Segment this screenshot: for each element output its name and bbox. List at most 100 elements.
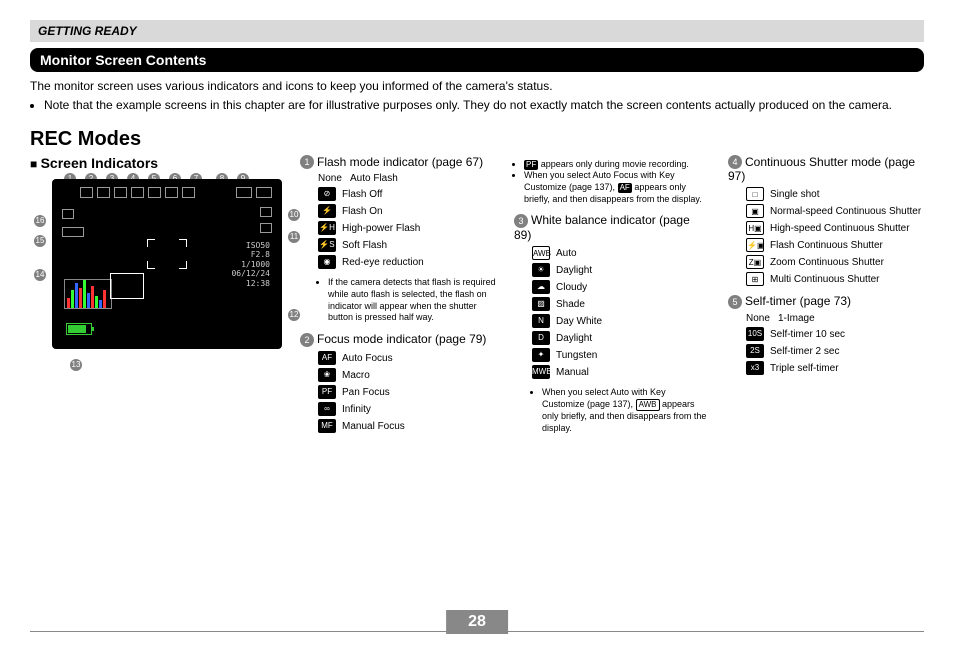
indicator-label: Soft Flash bbox=[342, 240, 387, 251]
indicator-icon: ▨ bbox=[532, 297, 550, 311]
list-item: 10SSelf-timer 10 sec bbox=[746, 327, 924, 341]
page-footer: 28 bbox=[30, 631, 924, 632]
list-item: Z▣Zoom Continuous Shutter bbox=[746, 255, 924, 269]
indicator-label: High-power Flash bbox=[342, 223, 420, 234]
indicator-label: Tungsten bbox=[556, 350, 597, 361]
indicator-icon: ✦ bbox=[532, 348, 550, 362]
indicator-icon: ⚡▣ bbox=[746, 238, 764, 252]
list-item: ☀ Daylight bbox=[532, 263, 710, 277]
column-4: 4Continuous Shutter mode (page 97) □Sing… bbox=[728, 155, 924, 443]
indicator-label: Multi Continuous Shutter bbox=[770, 274, 880, 285]
list-item: ☁ Cloudy bbox=[532, 280, 710, 294]
title-bar: Monitor Screen Contents bbox=[30, 48, 924, 72]
screen-time: 12:38 bbox=[231, 279, 270, 289]
indicator-label: Triple self-timer bbox=[770, 363, 839, 374]
list-item: H▣ High-speed Continuous Shutter bbox=[746, 221, 924, 235]
indicator-icon: H▣ bbox=[746, 221, 764, 235]
intro-line1: The monitor screen uses various indicato… bbox=[30, 78, 924, 95]
cont-list: □Single shot▣Normal-speed Continuous Shu… bbox=[746, 187, 924, 286]
flash-title-text: Flash mode indicator (page 67) bbox=[317, 155, 483, 169]
wb-title-text: White balance indicator (page 89) bbox=[514, 213, 690, 242]
column-2: 1Flash mode indicator (page 67) NoneAuto… bbox=[300, 155, 496, 443]
timer-title-text: Self-timer (page 73) bbox=[745, 294, 851, 308]
screen-aperture: F2.8 bbox=[231, 250, 270, 260]
callout-10: 10 bbox=[288, 209, 300, 221]
focus-num: 2 bbox=[300, 333, 314, 347]
page-number: 28 bbox=[446, 610, 508, 634]
left-icon-1 bbox=[62, 209, 74, 219]
indicator-label: Shade bbox=[556, 299, 585, 310]
indicator-icon: Z▣ bbox=[746, 255, 764, 269]
cont-num: 4 bbox=[728, 155, 742, 169]
list-item: ⊞ Multi Continuous Shutter bbox=[746, 272, 924, 286]
section-header: GETTING READY bbox=[30, 20, 924, 42]
indicator-icon: ☀ bbox=[532, 263, 550, 277]
wb-list: AWBAuto☀Daylight☁Cloudy▨ShadeNDay WhiteD… bbox=[532, 246, 710, 379]
list-item: ∞ Infinity bbox=[318, 402, 496, 416]
list-item: □Single shot bbox=[746, 187, 924, 201]
list-item: ❀Macro bbox=[318, 368, 496, 382]
list-item: None1-Image bbox=[746, 313, 924, 324]
list-item: AFAuto Focus bbox=[318, 351, 496, 365]
indicator-label: Single shot bbox=[770, 189, 819, 200]
battery-icon bbox=[66, 323, 92, 335]
indicator-icon: x3 bbox=[746, 361, 764, 375]
top-icons-row bbox=[80, 187, 195, 198]
list-item: PFPan Focus bbox=[318, 385, 496, 399]
callout-15: 15 bbox=[34, 235, 46, 247]
indicator-icon: ⊘ bbox=[318, 187, 336, 201]
indicator-icon: ◉ bbox=[318, 255, 336, 269]
timer-num: 5 bbox=[728, 295, 742, 309]
example-screen: ISO50 F2.8 1/1000 06/12/24 12:38 bbox=[52, 179, 282, 349]
indicator-label: Macro bbox=[342, 370, 370, 381]
wb-note: When you select Auto with Key Customize … bbox=[532, 387, 710, 434]
top-right-icons bbox=[236, 187, 272, 198]
indicator-icon: MWB bbox=[532, 365, 550, 379]
list-item: MWBManual bbox=[532, 365, 710, 379]
intro-bullet: Note that the example screens in this ch… bbox=[44, 97, 924, 114]
cont-title-text: Continuous Shutter mode (page 97) bbox=[728, 155, 915, 184]
indicator-label: Auto Focus bbox=[342, 353, 393, 364]
list-item: NoneAuto Flash bbox=[318, 173, 496, 184]
indicator-label: Self-timer 2 sec bbox=[770, 346, 839, 357]
indicator-icon: ☁ bbox=[532, 280, 550, 294]
flash-title: 1Flash mode indicator (page 67) bbox=[300, 155, 496, 170]
indicator-label: Auto Flash bbox=[350, 173, 398, 184]
screen-date: 06/12/24 bbox=[231, 269, 270, 279]
list-item: ▨ Shade bbox=[532, 297, 710, 311]
screen-shutter: 1/1000 bbox=[231, 260, 270, 270]
focus-title-text: Focus mode indicator (page 79) bbox=[317, 332, 486, 346]
indicator-label: Flash Continuous Shutter bbox=[770, 240, 883, 251]
indicator-label: Daylight bbox=[556, 265, 592, 276]
indicator-icon: PF bbox=[318, 385, 336, 399]
list-item: x3 Triple self-timer bbox=[746, 361, 924, 375]
indicator-label: Cloudy bbox=[556, 282, 587, 293]
list-item: 2SSelf-timer 2 sec bbox=[746, 344, 924, 358]
indicator-label: High-speed Continuous Shutter bbox=[770, 223, 910, 234]
indicator-icon: D bbox=[532, 331, 550, 345]
column-3: PF appears only during movie recording. … bbox=[514, 155, 710, 443]
indicator-label: Day White bbox=[556, 316, 602, 327]
histogram bbox=[64, 279, 112, 309]
wb-title: 3White balance indicator (page 89) bbox=[514, 213, 710, 242]
left-icon-2 bbox=[62, 227, 84, 237]
list-item: NDay White bbox=[532, 314, 710, 328]
list-item: ⚡Flash On bbox=[318, 204, 496, 218]
flash-num: 1 bbox=[300, 155, 314, 169]
list-item: ✦ Tungsten bbox=[532, 348, 710, 362]
wb-num: 3 bbox=[514, 214, 528, 228]
pf-notes: PF appears only during movie recording. … bbox=[514, 159, 710, 206]
focus-list: AFAuto Focus❀MacroPFPan Focus∞InfinityMF… bbox=[318, 351, 496, 433]
screen-indicators-heading: Screen Indicators bbox=[30, 155, 282, 171]
side-icon-1 bbox=[260, 207, 272, 217]
column-screen: Screen Indicators 1 2 3 4 5 6 7 8 9 10 1… bbox=[30, 155, 282, 443]
indicator-label: Infinity bbox=[342, 404, 371, 415]
indicator-label: Flash On bbox=[342, 206, 383, 217]
rec-modes-title: REC Modes bbox=[30, 128, 924, 151]
list-item: DDaylight bbox=[532, 331, 710, 345]
indicator-label: Auto bbox=[556, 248, 577, 259]
indicator-icon: ∞ bbox=[318, 402, 336, 416]
thumbnail bbox=[110, 273, 144, 299]
indicator-icon: ⊞ bbox=[746, 272, 764, 286]
pf-note-2: When you select Auto Focus with Key Cust… bbox=[524, 170, 710, 205]
